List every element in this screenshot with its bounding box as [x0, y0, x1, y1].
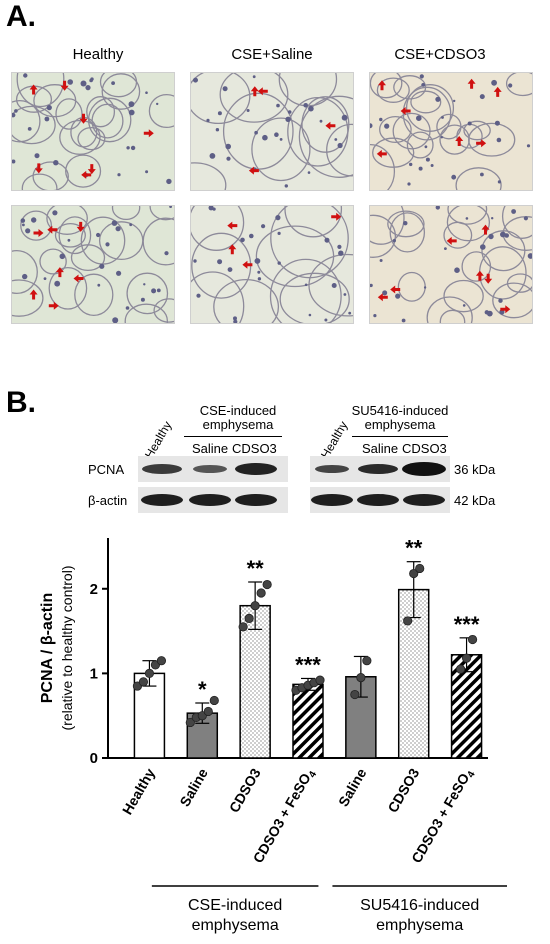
group-header-cse: CSE-induced emphysema — [188, 404, 288, 432]
lane-label-healthy-right: Healthy — [318, 418, 351, 461]
group-header-su5416: SU5416-induced emphysema — [350, 404, 450, 432]
significance-label-6: ** — [405, 536, 423, 561]
micrograph-healthy-2 — [11, 205, 175, 324]
data-point — [209, 695, 219, 706]
micrograph-cse-saline-2 — [190, 205, 354, 324]
data-point — [461, 653, 472, 663]
group-header-su5416-line1: SU5416-induced — [351, 403, 449, 418]
lane-label-healthy-left: Healthy — [142, 418, 175, 461]
category-label-1: Healthy — [119, 765, 158, 817]
data-point — [315, 675, 325, 685]
data-point — [350, 689, 360, 700]
group-header-su5416-line2: emphysema — [364, 417, 436, 432]
data-point — [138, 677, 149, 687]
data-point — [356, 673, 366, 683]
band-actin-saline-right — [357, 494, 399, 506]
band-actin-cdso3-left — [235, 494, 277, 506]
band-pcna-saline-right — [358, 464, 398, 474]
category-label-7: CDSO3 + FeSO4 — [408, 765, 478, 867]
category-label-3: CDSO3 — [226, 765, 264, 815]
y-tick-label: 0 — [90, 750, 98, 767]
blot-strip-right — [310, 456, 450, 513]
category-label-6: CDSO3 — [384, 765, 422, 815]
data-point — [467, 634, 478, 645]
column-title-cse-saline: CSE+Saline — [231, 46, 313, 63]
y-axis-sublabel: (relative to healthy control) — [59, 566, 75, 731]
group-header-cse-line1: CSE-induced — [199, 403, 277, 418]
band-actin-healthy-right — [311, 494, 353, 506]
data-point — [185, 717, 195, 728]
band-pcna-healthy-right — [315, 465, 349, 473]
group-label-1-line1: CSE-induced — [188, 897, 282, 914]
data-point — [455, 664, 466, 674]
band-pcna-cdso3-right — [402, 462, 446, 476]
band-pcna-saline-left — [193, 465, 227, 473]
category-label-5: Saline — [335, 765, 370, 809]
data-point — [415, 563, 425, 574]
data-point — [203, 706, 213, 717]
data-point — [156, 656, 167, 666]
data-point — [250, 601, 260, 611]
lane-label-saline-left: Saline — [192, 441, 229, 456]
significance-label-7: *** — [454, 612, 480, 637]
subscript-4: 4 — [465, 769, 478, 780]
category-label-2: Saline — [176, 765, 211, 809]
column-title-healthy: Healthy — [72, 46, 124, 63]
band-actin-cdso3-right — [403, 494, 445, 506]
kda-label-actin: 42 kDa — [454, 493, 496, 508]
lane-label-saline-right: Saline — [362, 441, 399, 456]
panel-a-letter: A. — [6, 0, 36, 33]
group-line-cse — [184, 436, 282, 437]
band-actin-healthy-left — [141, 494, 183, 506]
data-point — [409, 568, 419, 579]
lane-label-cdso3-left: CDSO3 — [232, 441, 277, 456]
lane-label-cdso3-right: CDSO3 — [402, 441, 447, 456]
pcna-bar-chart: 0 1 2 PCNA / β-actin (relative to healthy co… — [39, 536, 507, 934]
data-point — [256, 588, 266, 598]
category-label-4: CDSO3 + FeSO4 — [250, 765, 320, 867]
significance-label-2: * — [198, 677, 207, 702]
y-axis-label: PCNA / β-actin — [39, 593, 56, 704]
data-point — [244, 613, 254, 623]
bar-4 — [292, 683, 324, 759]
column-title-cse-cdso3: CSE+CDSO3 — [394, 46, 486, 63]
y-tick-label: 2 — [90, 581, 98, 598]
subscript-4: 4 — [307, 769, 320, 780]
group-line-su5416 — [352, 436, 448, 437]
group-header-cse-line2: emphysema — [202, 417, 274, 432]
micrograph-cse-saline-1 — [190, 72, 354, 191]
band-pcna-healthy-left — [142, 464, 182, 474]
row-label-pcna: PCNA — [88, 462, 125, 477]
y-tick-label: 1 — [90, 665, 98, 682]
kda-label-pcna: 36 kDa — [454, 462, 496, 477]
data-point — [144, 668, 155, 678]
micrograph-cse-cdso3-1 — [369, 72, 533, 191]
band-actin-saline-left — [189, 494, 231, 506]
significance-label-3: ** — [247, 556, 265, 581]
band-pcna-cdso3-left — [235, 463, 277, 475]
significance-label-4: *** — [295, 652, 321, 677]
micrograph-healthy-1 — [11, 72, 175, 191]
group-label-2-line2: emphysema — [376, 917, 463, 934]
group-label-2-line1: SU5416-induced — [360, 897, 479, 914]
bar-3 — [239, 604, 271, 759]
data-point — [362, 656, 372, 666]
micrograph-cse-cdso3-2 — [369, 205, 533, 324]
group-label-1-line2: emphysema — [192, 917, 279, 934]
data-point — [403, 616, 413, 626]
data-point — [238, 622, 248, 632]
panel-b-letter: B. — [6, 386, 36, 419]
blot-strip-left — [138, 456, 288, 513]
data-point — [262, 579, 272, 590]
row-label-actin: β-actin — [88, 493, 128, 508]
